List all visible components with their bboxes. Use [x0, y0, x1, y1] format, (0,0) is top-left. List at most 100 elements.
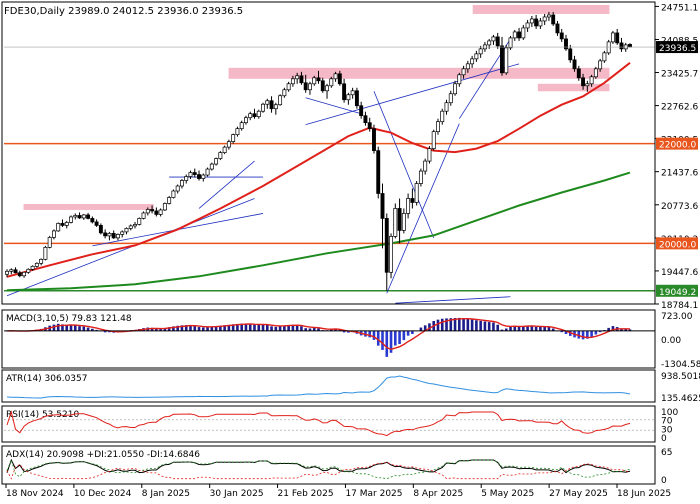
macd-bar [534, 326, 538, 331]
candle-body [133, 224, 137, 227]
candle-body [342, 83, 347, 101]
macd-bar [73, 325, 77, 331]
macd-bar [163, 327, 167, 331]
date-label: 8 Jan 2025 [142, 489, 190, 499]
level-label-box [656, 137, 698, 150]
candle-body [414, 183, 419, 203]
candle-body [69, 216, 73, 223]
candle-body [261, 103, 265, 112]
candle-body [252, 113, 257, 118]
candle-body [222, 146, 227, 153]
candle-body [86, 214, 91, 219]
macd-bar [253, 324, 256, 331]
macd-bar [500, 329, 504, 331]
candle-body [192, 172, 197, 175]
macd-bar [483, 321, 487, 331]
macd-bar [624, 328, 628, 331]
adx-line [6, 458, 631, 474]
macd-bar [581, 330, 585, 340]
macd-bar [82, 326, 86, 331]
macd-bar [419, 327, 423, 331]
candle-body [470, 58, 475, 65]
candle-body [201, 174, 206, 179]
candle-body [171, 190, 176, 198]
date-label: 5 May 2025 [481, 489, 534, 499]
macd-bar [449, 318, 453, 331]
candle-body [184, 176, 189, 181]
macd-bar [389, 330, 393, 353]
macd-bar [103, 330, 107, 333]
macd-bar [440, 318, 444, 331]
indicator-tick-label: -1304.58 [661, 360, 700, 370]
indicator-frame [1, 309, 656, 369]
candle-body [120, 231, 125, 235]
candle-body [128, 225, 133, 229]
macd-bar [214, 326, 218, 331]
macd-bar [462, 318, 465, 331]
candle-body [51, 230, 56, 238]
candle-body [410, 198, 415, 203]
indicator-frame [1, 405, 656, 443]
macd-bar [240, 323, 243, 331]
candle-body [406, 198, 411, 214]
resistance-zone [228, 67, 610, 79]
macd-bar [586, 330, 589, 339]
date-label: 8 Apr 2025 [413, 489, 463, 499]
macd-bar [257, 324, 261, 331]
macd-bar [278, 326, 282, 331]
candle-body [610, 32, 615, 43]
macd-bar [287, 325, 290, 331]
macd-bar [206, 327, 209, 331]
candle-body [303, 82, 308, 91]
macd-bar [78, 326, 81, 331]
macd-bar [334, 328, 337, 331]
macd-bar [270, 326, 273, 331]
indicator-frame [1, 445, 656, 485]
candle-body [444, 102, 449, 112]
candle-body [22, 271, 27, 277]
candle-body [525, 22, 530, 29]
date-label: 18 Nov 2024 [6, 489, 64, 499]
candle-body [581, 77, 586, 87]
candle-body [337, 73, 342, 85]
candle-body [209, 163, 214, 170]
candle-body [60, 223, 65, 226]
macd-bar [291, 324, 295, 331]
macd-bar [189, 325, 192, 331]
macd-bar [52, 324, 56, 331]
candle-body [137, 218, 142, 225]
price-tick-label: 19447.6 [661, 268, 698, 278]
candle-body [235, 128, 240, 136]
candle-body [244, 117, 248, 124]
candle-body [555, 23, 560, 34]
macd-bar [86, 327, 90, 331]
candle-body [372, 128, 376, 151]
candle-body [346, 94, 351, 101]
macd-bar [458, 317, 461, 331]
trend-line [198, 160, 255, 209]
candle-body [265, 100, 270, 105]
candle-body [333, 73, 338, 80]
candle-body [474, 53, 479, 60]
candle-body [77, 215, 82, 219]
candle-body [529, 18, 534, 24]
price-tick-label: 22762.6 [661, 103, 698, 113]
date-label: 10 Dec 2024 [74, 489, 132, 499]
candle-body [325, 85, 329, 92]
macd-bar [172, 326, 175, 331]
moving-average-fast [6, 62, 631, 278]
candle-body [397, 208, 402, 231]
candle-body [329, 78, 334, 87]
indicator-tick-label: 0 [661, 476, 667, 486]
candle-body [542, 16, 547, 22]
last-price-label: 23936.5 [659, 44, 696, 54]
price-tick-label: 24751.1 [661, 3, 698, 13]
macd-bar [236, 323, 239, 331]
macd-bar [436, 319, 440, 331]
last-price-box [656, 41, 698, 54]
indicator-tick-label: 0 [661, 434, 667, 444]
macd-bar [590, 330, 593, 337]
macd-bar [231, 324, 235, 331]
candle-body [598, 60, 603, 70]
macd-bar [283, 325, 286, 331]
